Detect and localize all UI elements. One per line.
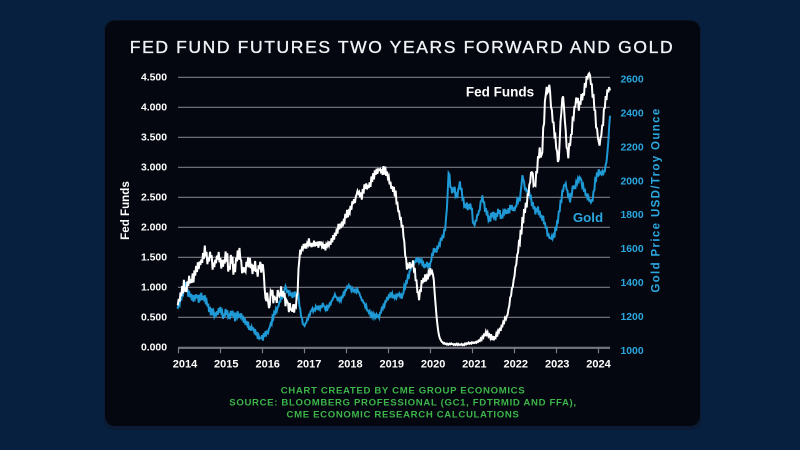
svg-text:2018: 2018	[338, 359, 362, 371]
svg-text:CHART CREATED BY CME GROUP ECO: CHART CREATED BY CME GROUP ECONOMICS	[281, 386, 526, 397]
svg-text:2.500: 2.500	[141, 193, 167, 204]
svg-text:FED FUND FUTURES TWO YEARS FOR: FED FUND FUTURES TWO YEARS FORWARD AND G…	[130, 37, 674, 57]
svg-text:0.500: 0.500	[141, 313, 167, 324]
svg-text:2019: 2019	[380, 359, 404, 371]
svg-text:2400: 2400	[621, 109, 644, 120]
svg-text:2.000: 2.000	[141, 223, 167, 234]
svg-text:2023: 2023	[545, 359, 569, 371]
svg-text:2014: 2014	[173, 359, 198, 371]
svg-text:2024: 2024	[586, 359, 611, 371]
svg-text:4.500: 4.500	[141, 73, 167, 84]
svg-text:1800: 1800	[621, 210, 644, 221]
svg-text:2016: 2016	[255, 359, 279, 371]
svg-text:3.000: 3.000	[141, 163, 167, 174]
svg-text:SOURCE: BLOOMBERG PROFESSIONAL: SOURCE: BLOOMBERG PROFESSIONAL (GC1, FDT…	[229, 398, 576, 409]
svg-text:1000: 1000	[621, 346, 644, 357]
svg-text:Fed Funds: Fed Funds	[466, 85, 534, 100]
svg-text:4.000: 4.000	[141, 103, 167, 114]
svg-text:0.000: 0.000	[141, 343, 167, 354]
svg-text:1200: 1200	[621, 312, 644, 323]
svg-text:1600: 1600	[621, 244, 644, 255]
svg-text:3.500: 3.500	[141, 133, 167, 144]
svg-text:2015: 2015	[214, 359, 238, 371]
svg-text:2000: 2000	[621, 176, 644, 187]
svg-text:CME ECONOMIC RESEARCH CALCULAT: CME ECONOMIC RESEARCH CALCULATIONS	[287, 410, 520, 421]
svg-text:1400: 1400	[621, 278, 644, 289]
svg-text:2017: 2017	[297, 359, 321, 371]
svg-text:2600: 2600	[621, 75, 644, 86]
svg-text:1.500: 1.500	[141, 253, 167, 264]
svg-text:2021: 2021	[462, 359, 486, 371]
svg-text:Gold Price USD/Troy Ounce: Gold Price USD/Troy Ounce	[651, 107, 663, 292]
svg-text:2022: 2022	[504, 359, 528, 371]
svg-text:2020: 2020	[421, 359, 445, 371]
svg-text:1.000: 1.000	[141, 283, 167, 294]
svg-text:Fed Funds: Fed Funds	[119, 181, 132, 240]
svg-text:2200: 2200	[621, 142, 644, 153]
svg-text:Gold: Gold	[573, 210, 603, 225]
